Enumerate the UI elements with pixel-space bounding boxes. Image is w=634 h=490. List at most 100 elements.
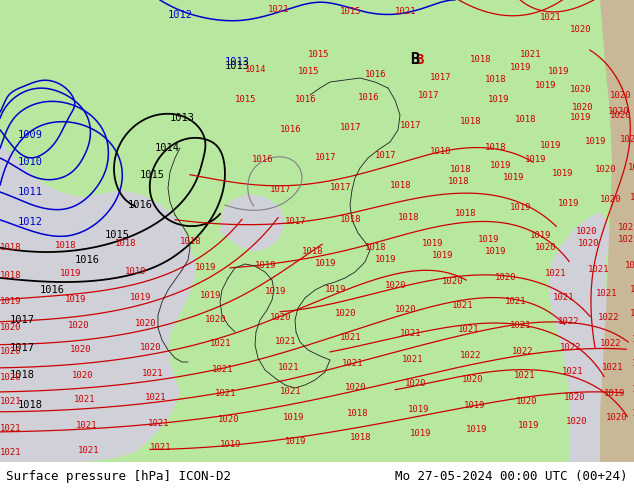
Text: Mo 27-05-2024 00:00 UTC (00+24): Mo 27-05-2024 00:00 UTC (00+24) [395,469,628,483]
Text: 1020: 1020 [570,85,592,95]
Text: 1021: 1021 [342,360,363,368]
Text: 1018: 1018 [347,409,368,417]
Text: 1018: 1018 [0,244,22,252]
Text: 1018: 1018 [10,370,35,380]
Text: 1014: 1014 [155,143,180,153]
Text: 1016: 1016 [295,96,316,104]
Text: 1020: 1020 [516,396,538,406]
Text: 1017: 1017 [400,121,422,129]
Text: 1021: 1021 [400,329,422,339]
Text: 1015: 1015 [140,170,165,180]
Text: 1020: 1020 [576,227,597,237]
Text: 1009: 1009 [18,130,43,140]
Text: 1020: 1020 [72,371,93,381]
Text: 1020: 1020 [632,409,634,417]
Text: 1018: 1018 [430,147,451,156]
Text: 1020: 1020 [610,91,631,99]
Text: 1021: 1021 [0,447,22,457]
Text: 1019: 1019 [285,437,306,445]
Text: 1017: 1017 [10,315,35,325]
Text: 1019: 1019 [503,173,524,182]
Text: 1021: 1021 [514,371,536,381]
Text: 1017: 1017 [285,218,306,226]
Text: 1020: 1020 [335,310,356,318]
Text: 1021: 1021 [0,423,22,433]
Text: 1017: 1017 [375,150,396,160]
Text: 1019: 1019 [125,267,146,275]
Text: 1021: 1021 [618,223,634,232]
Text: 1021: 1021 [150,442,172,451]
Text: 1021: 1021 [618,236,634,245]
Text: 1021: 1021 [458,325,479,335]
Text: 1019: 1019 [558,199,579,209]
Polygon shape [0,0,160,332]
Text: 1021: 1021 [74,395,96,405]
Text: 1018: 1018 [350,433,372,441]
Text: 1019: 1019 [535,80,557,90]
Text: 1022: 1022 [598,314,619,322]
Text: 1018: 1018 [448,177,470,187]
Text: 1020: 1020 [608,107,630,117]
Text: 1022: 1022 [560,343,581,352]
Text: 1021: 1021 [0,397,22,407]
Text: 1020: 1020 [395,305,417,315]
Text: 1019: 1019 [585,138,607,147]
Text: 1019: 1019 [488,96,510,104]
Text: 1017: 1017 [418,92,439,100]
Text: 1021: 1021 [562,368,583,376]
Text: 1018: 1018 [460,118,481,126]
Text: 1019: 1019 [485,247,507,256]
Text: 1020: 1020 [140,343,162,351]
Text: 1019: 1019 [325,285,347,294]
Text: 1020: 1020 [0,323,22,333]
Text: 1019: 1019 [525,155,547,165]
Text: 1016: 1016 [252,155,273,165]
Text: 1020: 1020 [205,316,226,324]
Text: 1018: 1018 [180,238,202,246]
Text: 1020: 1020 [632,360,634,368]
Text: 1021: 1021 [452,301,474,311]
Text: 1021: 1021 [278,363,299,371]
Text: 1018: 1018 [485,75,507,84]
Text: 1012: 1012 [168,10,193,20]
Text: 1020: 1020 [68,321,89,330]
Text: 1018: 1018 [55,242,77,250]
Text: 1018: 1018 [450,166,472,174]
Text: 1019: 1019 [464,400,486,410]
Text: 1022: 1022 [600,340,621,348]
Text: 1017: 1017 [430,74,451,82]
Text: 1019: 1019 [478,236,500,245]
Text: 1020: 1020 [535,244,557,252]
Text: 1021: 1021 [630,193,634,201]
Text: 1020: 1020 [595,166,616,174]
Text: 1015: 1015 [105,230,130,240]
Text: 1016: 1016 [358,94,380,102]
Text: 1020: 1020 [564,392,586,401]
Text: 1020: 1020 [606,413,628,421]
Text: 1020: 1020 [462,375,484,385]
Text: 1021: 1021 [395,7,417,17]
Text: 1011: 1011 [18,187,43,197]
Text: 1021: 1021 [210,340,231,348]
Text: 1020: 1020 [578,240,600,248]
Text: 1020: 1020 [570,25,592,34]
Text: 1021: 1021 [212,366,233,374]
Text: 1017: 1017 [10,343,35,353]
Text: 1021: 1021 [553,294,574,302]
Text: 1019: 1019 [200,291,221,299]
Text: 1021: 1021 [510,321,531,330]
Text: 1022: 1022 [630,310,634,318]
Text: 1019: 1019 [632,385,634,393]
Text: 1021: 1021 [625,262,634,270]
Polygon shape [548,212,634,462]
Text: 1021: 1021 [402,356,424,365]
Text: 1019: 1019 [255,262,276,270]
Text: 1021: 1021 [505,297,526,307]
Text: 1015: 1015 [235,96,257,104]
Text: 1020: 1020 [70,345,91,354]
Text: 1020: 1020 [0,373,22,383]
Text: 1018: 1018 [365,244,387,252]
Text: 1022: 1022 [460,351,481,361]
Text: 1020: 1020 [345,384,366,392]
Text: 1018: 1018 [485,144,507,152]
